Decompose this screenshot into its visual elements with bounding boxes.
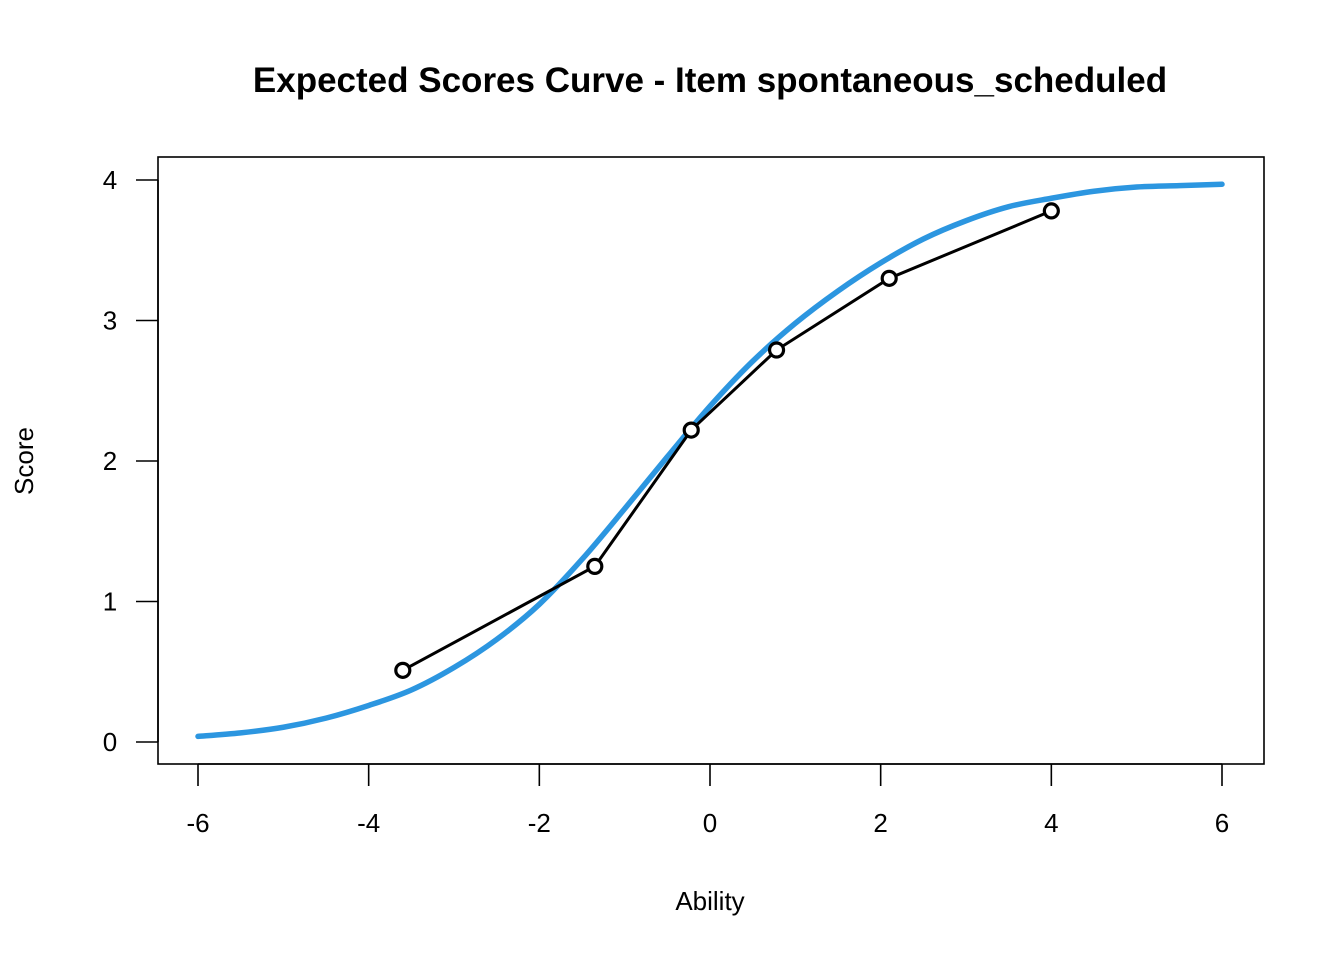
- observed-score-point: [1042, 202, 1060, 220]
- plot-frame: [157, 156, 1265, 765]
- x-tick-label: -2: [528, 808, 551, 838]
- x-tick-label: 6: [1215, 808, 1229, 838]
- observed-score-point: [586, 557, 604, 575]
- expected-score-curve: [195, 181, 1225, 740]
- y-axis-title: Score: [9, 427, 39, 495]
- y-axis: 0 1 2 3 4: [103, 165, 159, 757]
- observed-score-point: [682, 421, 700, 439]
- x-tick-label: 2: [873, 808, 887, 838]
- x-tick-label: -6: [186, 808, 209, 838]
- observed-score-point: [394, 661, 412, 679]
- y-tick-label: 2: [103, 446, 117, 476]
- x-tick-label: 0: [703, 808, 717, 838]
- observed-score-point: [880, 269, 898, 287]
- observed-score-point: [767, 341, 786, 359]
- chart-title: Expected Scores Curve - Item spontaneous…: [253, 61, 1167, 100]
- y-tick-label: 3: [103, 306, 117, 336]
- x-tick-label: 4: [1044, 808, 1058, 838]
- x-axis: -6 -4 -2 0 2 4 6: [186, 763, 1229, 838]
- y-tick-label: 0: [103, 727, 117, 757]
- series-layer: [195, 181, 1225, 740]
- y-tick-label: 1: [103, 587, 117, 617]
- x-tick-label: -4: [357, 808, 380, 838]
- y-tick-label: 4: [103, 165, 117, 195]
- observed-score-line: [402, 209, 1052, 672]
- x-axis-title: Ability: [675, 886, 744, 916]
